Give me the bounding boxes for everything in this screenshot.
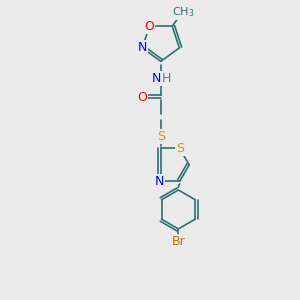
Text: H: H [162,72,171,85]
Text: S: S [157,130,165,143]
Text: N: N [138,41,147,54]
Text: S: S [176,142,184,155]
Text: O: O [144,20,154,33]
Text: N: N [155,175,164,188]
Text: O: O [137,91,147,104]
Text: Br: Br [172,235,185,248]
Text: N: N [152,72,161,85]
Text: CH$_3$: CH$_3$ [172,5,194,19]
